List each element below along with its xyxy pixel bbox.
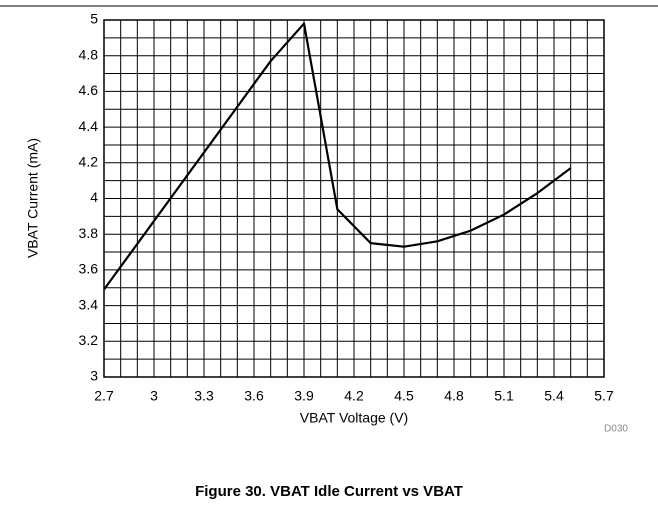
x-tick-label: 3.3 (194, 388, 214, 404)
plot-frame (103, 19, 605, 378)
data-line (103, 22, 572, 291)
y-tick-label: 4 (90, 189, 98, 205)
caption: Figure 30. VBAT Idle Current vs VBAT (195, 483, 463, 500)
y-tick-label: 4.2 (79, 154, 99, 170)
x-tick-label: 4.8 (444, 388, 464, 404)
y-tick-label: 4.4 (79, 118, 99, 134)
figure-id: D030 (604, 424, 628, 435)
x-tick-label: 3 (150, 388, 158, 404)
x-tick-label: 4.5 (394, 388, 414, 404)
y-tick-label: 3 (90, 368, 98, 384)
x-tick-label: 5.4 (544, 388, 564, 404)
y-tick-label: 4.8 (79, 46, 99, 62)
y-tick-label: 3.6 (79, 261, 99, 277)
y-tick-label: 3.8 (79, 225, 99, 241)
x-tick-label: 3.9 (294, 388, 314, 404)
y-axis-label: VBAT Current (mA) (25, 138, 41, 258)
y-tick-label: 3.4 (79, 296, 99, 312)
x-tick-label: 4.2 (344, 388, 364, 404)
y-tick-label: 4.6 (79, 82, 99, 98)
y-tick-label: 3.2 (79, 332, 99, 348)
x-tick-label: 5.1 (494, 388, 514, 404)
y-tick-label: 5 (90, 11, 98, 27)
x-axis-label: VBAT Voltage (V) (300, 410, 408, 426)
x-tick-label: 2.7 (94, 388, 114, 404)
x-tick-label: 5.7 (594, 388, 614, 404)
x-tick-label: 3.6 (244, 388, 264, 404)
